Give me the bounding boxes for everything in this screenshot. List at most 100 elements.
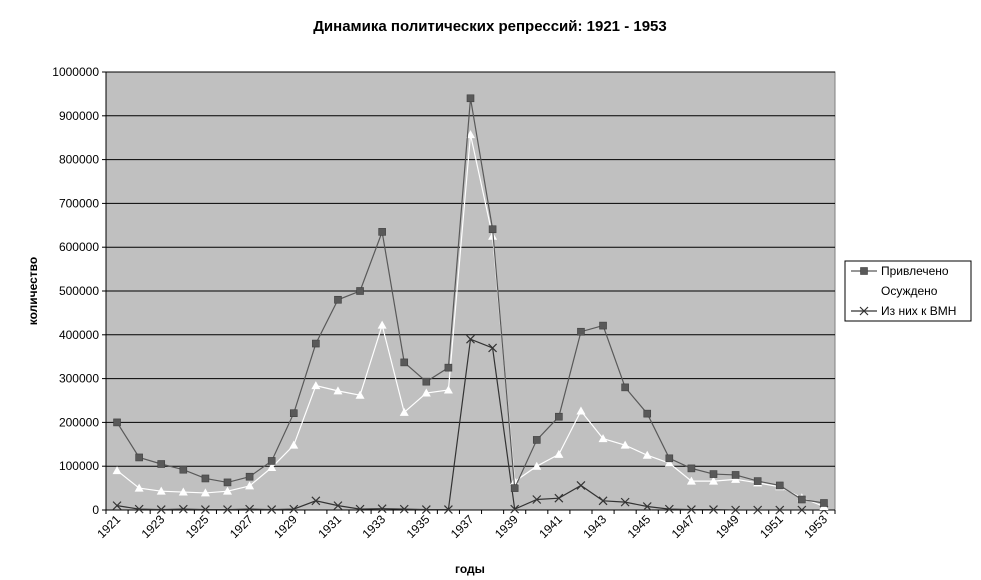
data-point [200,488,210,497]
data-point [113,418,121,427]
x-tick-label: 1947 [669,512,698,541]
data-point [178,504,188,514]
data-point [510,504,520,514]
data-point [112,501,122,511]
legend-marker [860,267,868,275]
y-tick-label: 1000000 [52,65,99,79]
y-tick-label: 0 [92,503,99,517]
y-tick-label: 800000 [59,153,99,167]
series-layer [112,94,829,515]
data-point [620,440,630,449]
data-point [399,504,409,514]
data-point [731,471,740,479]
data-point [223,486,232,495]
data-point [400,358,409,367]
y-tick-label: 200000 [59,415,99,429]
data-point [664,504,674,514]
data-point [378,228,386,236]
data-point [245,481,255,490]
legend-item: Осуждено [851,284,938,298]
data-point [554,493,564,503]
data-point [775,481,784,490]
data-point [200,505,210,514]
data-point [333,501,343,511]
data-point [377,320,387,329]
data-point [686,476,696,485]
data-point [356,287,364,295]
data-point [112,466,122,475]
y-tick-label: 400000 [59,328,99,342]
data-point [598,434,608,443]
data-point [510,484,519,492]
y-tick-label: 100000 [59,459,99,473]
data-point [753,505,763,515]
data-point [422,377,431,386]
data-point [289,409,298,418]
x-tick-label: 1937 [448,512,477,541]
y-tick-label: 500000 [59,284,99,298]
data-point [598,496,608,506]
legend-label: Из них к ВМН [881,304,956,318]
data-point [576,406,586,415]
data-point [156,505,166,514]
data-point [621,383,629,392]
data-point [245,472,254,481]
x-tick-label: 1939 [492,512,521,541]
data-point [201,474,210,483]
data-point [355,504,365,514]
x-tick-label: 1945 [625,512,654,541]
data-point [245,504,255,514]
data-point [377,504,387,514]
x-tick-label: 1953 [801,512,830,541]
y-axis-title: количество [26,257,40,325]
data-point [687,464,696,473]
data-point [665,454,674,463]
data-point [466,94,475,103]
x-tick-label: 1923 [139,512,168,541]
data-point [686,505,696,514]
data-point [443,505,453,514]
data-point [289,440,299,449]
legend-label: Осуждено [881,284,938,298]
data-point [466,334,475,344]
series-1 [113,94,828,507]
data-point [709,470,718,478]
y-tick-label: 700000 [59,196,99,210]
data-point [399,407,409,416]
legend-item: Из них к ВМН [851,304,956,318]
y-axis: 0 100000 200000 300000 400000 500000 600000 700… [52,65,107,517]
data-point [554,449,564,458]
x-axis: 1921 1923 1925 1927 1929 1931 1933 1935 1937 1939… [94,509,836,541]
x-tick-label: 1951 [757,512,786,541]
chart-title: Динамика политических репрессий: 1921 - … [313,18,666,35]
data-point [577,327,585,336]
data-point [179,465,188,474]
data-point [532,461,542,470]
data-point [333,386,343,395]
data-point [312,339,320,348]
data-point [642,450,652,459]
data-point [664,458,674,467]
data-point [532,495,542,504]
data-point [488,225,497,234]
x-tick-label: 1929 [271,512,300,541]
y-tick-label: 300000 [59,372,99,386]
y-tick-label: 900000 [59,109,99,123]
data-point [267,505,277,514]
data-point [798,495,806,504]
x-tick-label: 1949 [713,512,742,541]
legend-label: Привлечено [881,264,949,278]
x-tick-label: 1925 [183,512,212,541]
legend: Привлечено Осуждено Из них к ВМН [844,260,972,322]
data-point [443,385,453,394]
x-tick-label: 1933 [359,512,388,541]
x-tick-label: 1943 [580,512,609,541]
data-point [643,409,652,418]
data-point [709,505,718,514]
data-point [775,505,785,515]
data-point [421,505,431,514]
x-tick-label: 1927 [227,512,256,541]
legend-item: Привлечено [851,264,949,278]
data-point [488,343,498,353]
